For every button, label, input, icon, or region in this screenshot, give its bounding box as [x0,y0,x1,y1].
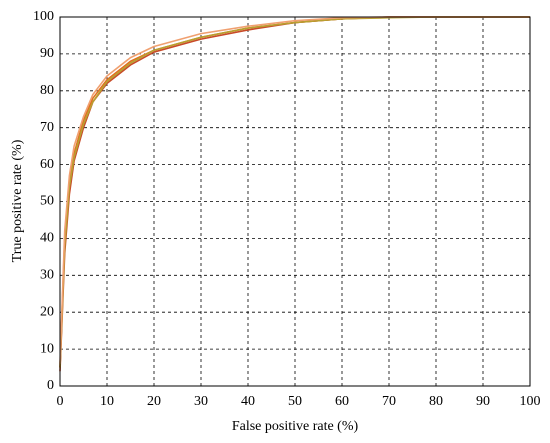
x-tick-label: 0 [57,394,64,409]
y-tick-label: 70 [40,120,54,135]
y-tick-label: 10 [40,341,54,356]
y-axis-label: True positive rate (%) [10,139,25,262]
x-tick-label: 80 [429,394,443,409]
x-axis-label: False positive rate (%) [232,419,359,434]
x-tick-label: 60 [335,394,349,409]
y-tick-label: 90 [40,46,54,61]
x-tick-label: 70 [382,394,396,409]
y-tick-label: 100 [33,9,54,24]
x-tick-label: 90 [476,394,490,409]
x-tick-label: 40 [241,394,255,409]
x-tick-label: 10 [100,394,114,409]
x-tick-label: 50 [288,394,302,409]
x-tick-label: 100 [520,394,541,409]
x-tick-label: 20 [147,394,161,409]
plot-frame [59,16,531,387]
x-tick-label: 30 [194,394,208,409]
y-tick-label: 40 [40,231,54,246]
y-tick-label: 80 [40,83,54,98]
y-tick-label: 50 [40,194,54,209]
y-tick-label: 20 [40,304,54,319]
y-tick-label: 0 [47,378,54,393]
y-tick-label: 60 [40,157,54,172]
y-tick-label: 30 [40,268,54,283]
